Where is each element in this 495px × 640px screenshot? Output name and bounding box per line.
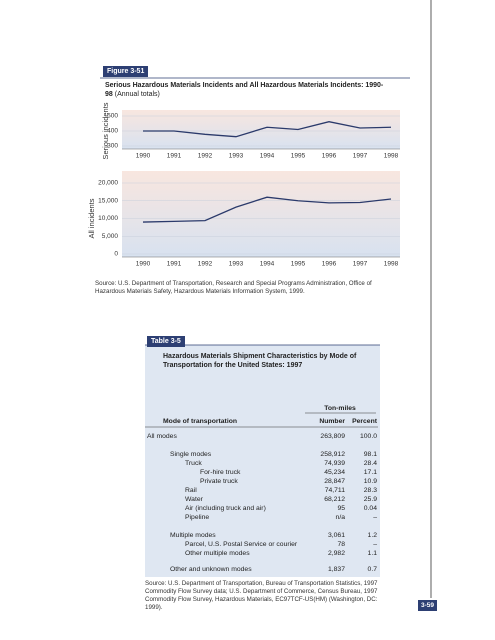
row-label: Rail [185,487,197,494]
percent-cell: – [373,541,377,548]
number-cell: 258,912 [320,451,345,458]
row-label: Single modes [170,451,212,458]
row-label: Water [185,496,203,503]
percent-cell: 0.7 [367,566,377,573]
group-header: Ton-miles [324,405,356,412]
x-tick-label: 1992 [198,153,213,160]
x-tick-label: 1991 [167,153,182,160]
x-tick-label: 1998 [384,261,399,268]
row-label: All modes [147,433,177,440]
page-number: 3-59 [418,600,438,611]
y-tick-label: 20,000 [98,180,118,187]
y-tick-label: 500 [107,113,118,120]
number-cell: 263,809 [320,433,345,440]
number-cell: 95 [337,505,345,512]
row-label: Air (including truck and air) [185,505,266,512]
percent-cell: 100.0 [359,433,377,440]
x-tick-label: 1994 [260,153,275,160]
row-label: Private truck [200,478,238,485]
row-label: Pipeline [185,514,210,521]
row-label: Truck [185,460,202,467]
percent-cell: 1.2 [367,532,377,539]
column-header: Mode of transportation [163,418,238,425]
row-label: Parcel, U.S. Postal Service or courier [185,541,298,548]
figure-source: Source: U.S. Department of Transportatio… [95,280,372,296]
number-cell: 28,847 [324,478,345,485]
x-tick-label: 1993 [229,153,244,160]
y-tick-label: 400 [107,128,118,135]
percent-cell: 28.4 [363,460,377,467]
number-cell: 74,939 [324,460,345,467]
percent-cell: 10.9 [363,478,377,485]
y-axis-label: All incidents [87,198,96,238]
number-cell: 2,982 [327,550,345,557]
row-label: Other multiple modes [185,550,250,557]
table-label: Table 3-5 [147,336,185,347]
x-tick-label: 1993 [229,261,244,268]
number-cell: 74,711 [324,487,345,494]
number-cell: 3,061 [327,532,345,539]
row-label: Other and unknown modes [170,566,252,573]
table-source: Source: U.S. Department of Transportatio… [145,580,378,612]
x-tick-label: 1995 [291,261,306,268]
y-tick-label: 300 [107,143,118,150]
percent-cell: 25.9 [363,496,377,503]
percent-cell: 1.1 [367,550,377,557]
x-tick-label: 1998 [384,153,399,160]
column-header: Number [319,418,345,425]
row-label: For-hire truck [200,469,241,476]
number-cell: n/a [335,514,345,521]
y-tick-label: 10,000 [98,215,118,222]
number-cell: 68,212 [324,496,345,503]
x-tick-label: 1997 [353,153,368,160]
percent-cell: 98.1 [363,451,377,458]
percent-cell: 0.04 [363,505,377,512]
x-tick-label: 1990 [136,261,151,268]
number-cell: 1,837 [327,566,345,573]
figure-subtitle: (Annual totals) [114,91,160,99]
percent-cell: 17.1 [363,469,377,476]
x-tick-label: 1990 [136,153,151,160]
y-axis-label: Serious incidents [101,102,110,159]
row-label: Multiple modes [170,532,216,539]
x-tick-label: 1996 [322,261,337,268]
y-tick-label: 5,000 [102,233,119,240]
series-line [142,196,392,223]
x-tick-label: 1994 [260,261,275,268]
table-title: Hazardous Materials Shipment Characteris… [163,353,357,370]
plot-background [122,171,400,257]
x-tick-label: 1997 [353,261,368,268]
series-line [143,121,392,138]
x-tick-label: 1991 [167,261,182,268]
y-tick-label: 15,000 [98,197,118,204]
figure-title: Serious Hazardous Materials Incidents an… [105,82,384,99]
x-tick-label: 1996 [322,153,337,160]
number-cell: 45,234 [324,469,345,476]
percent-cell: – [373,514,377,521]
percent-cell: 28.3 [363,487,377,494]
x-tick-label: 1995 [291,153,306,160]
y-tick-label: 0 [114,251,118,258]
number-cell: 78 [337,541,345,548]
table-background [145,345,380,577]
x-tick-label: 1992 [198,261,213,268]
column-header: Percent [352,418,377,425]
figure-label: Figure 3-51 [103,66,149,77]
figure-heading: Serious Hazardous Materials Incidents an… [105,81,390,99]
